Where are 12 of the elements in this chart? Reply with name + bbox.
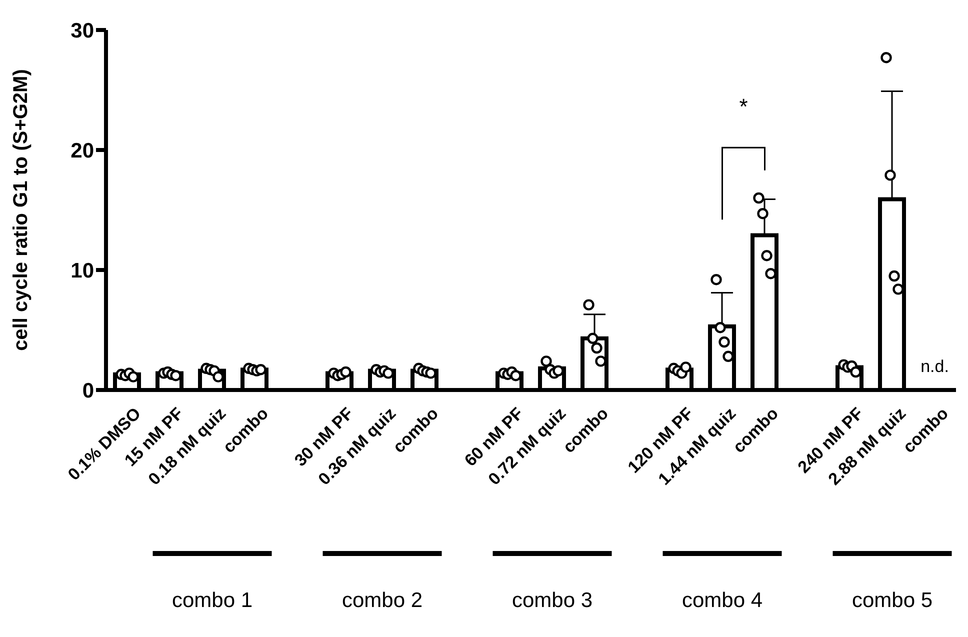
text: combo 2 [342,589,423,612]
text: combo 5 [852,589,933,612]
y-axis-title: cell cycle ratio G1 to (S+G2M) [10,69,32,351]
y-tick-label: 30 [70,19,94,42]
text: combo 3 [512,589,593,612]
y-tick-label: 0 [82,379,94,402]
text: combo 1 [172,589,253,612]
annotation: * [739,94,748,119]
y-tick-label: 10 [70,259,94,282]
text: combo 4 [682,589,763,612]
y-tick-label: 20 [70,139,94,162]
annotation: n.d. [920,357,949,376]
